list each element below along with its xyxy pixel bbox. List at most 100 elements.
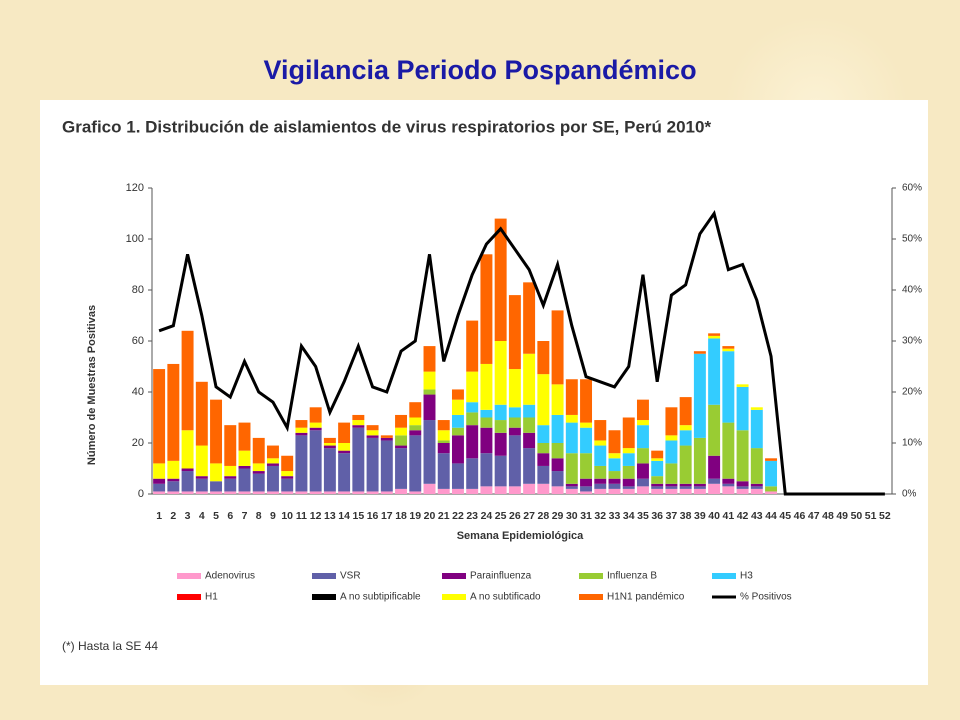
- bar-segment: [679, 397, 692, 426]
- x-tick-label: 30: [566, 510, 578, 522]
- x-tick-label: 49: [836, 510, 848, 522]
- bar-segment: [565, 483, 578, 487]
- bar-segment: [523, 417, 536, 433]
- bar-segment: [338, 450, 351, 454]
- bar-segment: [708, 404, 721, 456]
- bar-segment: [750, 483, 763, 487]
- bar-segment: [238, 422, 251, 451]
- bar-segment: [736, 486, 749, 489]
- bar-segment: [366, 435, 379, 438]
- bar-segment: [508, 417, 521, 428]
- x-tick-label: 6: [227, 510, 233, 522]
- bar-segment: [466, 320, 479, 372]
- bar-segment: [722, 348, 735, 352]
- bar-segment: [423, 420, 436, 484]
- legend-label: Influenza B: [607, 571, 657, 582]
- bar-segment: [167, 491, 180, 494]
- bar-segment: [722, 346, 735, 349]
- bar-segment: [210, 481, 223, 492]
- y2-tick-label: 50%: [902, 234, 922, 245]
- bar-segment: [338, 422, 351, 443]
- bar-segment: [594, 483, 607, 489]
- y-tick-label: 120: [126, 182, 144, 194]
- bar-segment: [210, 399, 223, 464]
- bar-segment: [580, 491, 593, 494]
- bar-segment: [352, 491, 365, 494]
- bar-segment: [266, 491, 279, 494]
- bar-segment: [366, 425, 379, 431]
- bar-segment: [252, 437, 265, 464]
- legend-label: A no subtipificable: [340, 592, 421, 603]
- bar-segment: [309, 422, 322, 428]
- bar-segment: [409, 430, 422, 436]
- x-tick-label: 4: [199, 510, 205, 522]
- bar-segment: [423, 371, 436, 390]
- legend-label: A no subtificado: [470, 592, 541, 603]
- bar-segment: [565, 379, 578, 415]
- bar-segment: [338, 491, 351, 494]
- x-tick-label: 41: [723, 510, 735, 522]
- bar-segment: [480, 409, 493, 418]
- bar-segment: [252, 491, 265, 494]
- bar-segment: [281, 471, 294, 477]
- x-tick-label: 36: [651, 510, 663, 522]
- bar-segment: [323, 448, 336, 492]
- bar-segment: [679, 488, 692, 494]
- x-tick-label: 37: [666, 510, 678, 522]
- x-tick-label: 20: [424, 510, 436, 522]
- x-tick-label: 44: [765, 510, 777, 522]
- legend-swatch: [712, 573, 736, 579]
- bar-segment: [167, 363, 180, 461]
- bar-segment: [480, 254, 493, 364]
- x-tick-label: 17: [381, 510, 393, 522]
- bar-segment: [608, 471, 621, 479]
- bar-segment: [523, 282, 536, 354]
- bar-segment: [508, 486, 521, 494]
- y-tick-label: 0: [138, 488, 144, 500]
- bar-segment: [323, 443, 336, 446]
- bar-segment: [679, 483, 692, 487]
- bar-segment: [153, 491, 166, 494]
- bar-segment: [395, 414, 408, 428]
- bar-segment: [636, 399, 649, 421]
- bar-segment: [380, 440, 393, 492]
- bar-segment: [523, 448, 536, 484]
- bar-segment: [693, 486, 706, 489]
- bar-segment: [565, 486, 578, 489]
- bar-segment: [409, 402, 422, 418]
- bar-segment: [622, 417, 635, 449]
- bar-segment: [451, 488, 464, 494]
- bar-segment: [466, 458, 479, 489]
- bar-segment: [195, 445, 208, 477]
- bar-segment: [451, 399, 464, 415]
- legend-label: H3: [740, 571, 753, 582]
- bar-segment: [693, 353, 706, 438]
- bar-segment: [679, 425, 692, 431]
- bar-segment: [580, 478, 593, 487]
- x-tick-label: 38: [680, 510, 692, 522]
- x-tick-label: 1: [156, 510, 162, 522]
- bar-segment: [537, 483, 550, 494]
- bar-segment: [352, 425, 365, 428]
- x-tick-label: 23: [466, 510, 478, 522]
- x-tick-label: 19: [409, 510, 421, 522]
- legend-label: H1N1 pandémico: [607, 592, 685, 603]
- x-tick-label: 15: [353, 510, 365, 522]
- bar-segment: [594, 488, 607, 494]
- bar-segment: [665, 483, 678, 487]
- bar-segment: [551, 443, 564, 459]
- bar-segment: [323, 445, 336, 449]
- y2-tick-label: 20%: [902, 387, 922, 398]
- bar-segment: [537, 443, 550, 454]
- x-tick-label: 50: [851, 510, 863, 522]
- bar-segment: [651, 458, 664, 461]
- bar-segment: [224, 491, 237, 494]
- bar-segment: [266, 458, 279, 464]
- bar-segment: [580, 453, 593, 479]
- x-tick-label: 31: [580, 510, 592, 522]
- bar-segment: [281, 476, 294, 479]
- bar-segment: [210, 491, 223, 494]
- x-tick-label: 35: [637, 510, 649, 522]
